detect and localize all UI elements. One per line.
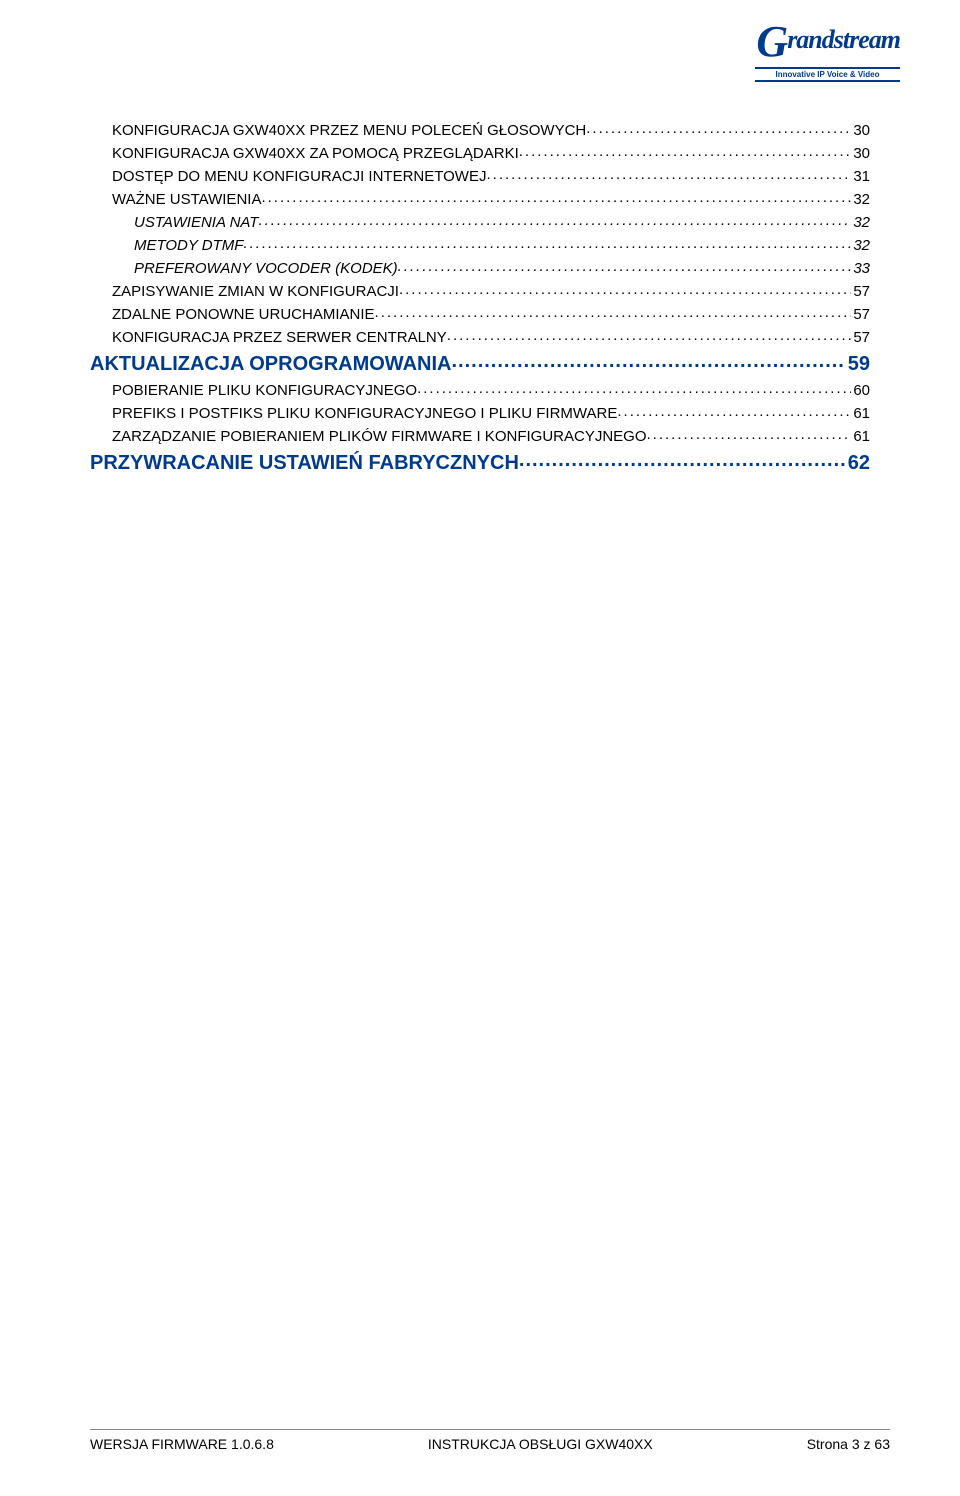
toc-entry-page: 30 bbox=[851, 122, 870, 139]
toc-entry-label: USTAWIENIA NAT bbox=[134, 214, 258, 231]
toc-entry-label: POBIERANIE PLIKU KONFIGURACYJNEGO bbox=[112, 382, 417, 399]
toc-leader-dots bbox=[375, 304, 852, 319]
toc-entry-label: KONFIGURACJA GXW40XX ZA POMOCĄ PRZEGLĄDA… bbox=[112, 145, 519, 162]
toc-entry-page: 57 bbox=[851, 329, 870, 346]
toc-entry[interactable]: AKTUALIZACJA OPROGRAMOWANIA 59 bbox=[90, 350, 870, 376]
toc-entry-page: 60 bbox=[851, 382, 870, 399]
footer-rule bbox=[90, 1429, 890, 1430]
toc-leader-dots bbox=[586, 120, 851, 135]
toc-leader-dots bbox=[243, 235, 851, 250]
toc-entry-label: KONFIGURACJA PRZEZ SERWER CENTRALNY bbox=[112, 329, 447, 346]
toc-entry-label: PREFEROWANY VOCODER (KODEK) bbox=[134, 260, 398, 277]
page-footer: WERSJA FIRMWARE 1.0.6.8 INSTRUKCJA OBSŁU… bbox=[90, 1429, 890, 1452]
toc-entry[interactable]: WAŻNE USTAWIENIA 32 bbox=[90, 189, 870, 208]
toc-entry-page: 30 bbox=[851, 145, 870, 162]
toc-entry-page: 32 bbox=[851, 237, 870, 254]
toc-leader-dots bbox=[647, 426, 852, 441]
toc-leader-dots bbox=[617, 403, 851, 418]
toc-entry[interactable]: PREFIKS I POSTFIKS PLIKU KONFIGURACYJNEG… bbox=[90, 403, 870, 422]
toc-leader-dots bbox=[447, 327, 852, 342]
toc-entry-label: AKTUALIZACJA OPROGRAMOWANIA bbox=[90, 353, 451, 376]
footer-left: WERSJA FIRMWARE 1.0.6.8 bbox=[90, 1436, 274, 1452]
toc-entry-label: METODY DTMF bbox=[134, 237, 243, 254]
brand-logo: Grandstream Innovative IP Voice & Video bbox=[730, 20, 900, 90]
toc-entry-label: ZDALNE PONOWNE URUCHAMIANIE bbox=[112, 306, 375, 323]
toc-entry-page: 57 bbox=[851, 306, 870, 323]
logo-wordmark: Grandstream bbox=[730, 20, 900, 64]
toc-entry[interactable]: ZARZĄDZANIE POBIERANIEM PLIKÓW FIRMWARE … bbox=[90, 426, 870, 445]
toc-entry[interactable]: PRZYWRACANIE USTAWIEŃ FABRYCZNYCH 62 bbox=[90, 449, 870, 475]
toc-entry-page: 61 bbox=[851, 428, 870, 445]
toc-entry-page: 32 bbox=[851, 214, 870, 231]
toc-entry-page: 57 bbox=[851, 283, 870, 300]
toc-entry[interactable]: POBIERANIE PLIKU KONFIGURACYJNEGO 60 bbox=[90, 380, 870, 399]
toc-entry-page: 33 bbox=[851, 260, 870, 277]
toc-entry-page: 61 bbox=[851, 405, 870, 422]
toc-entry-label: WAŻNE USTAWIENIA bbox=[112, 191, 261, 208]
toc-leader-dots bbox=[398, 258, 852, 273]
toc-entry-label: DOSTĘP DO MENU KONFIGURACJI INTERNETOWEJ bbox=[112, 168, 486, 185]
toc-leader-dots bbox=[417, 380, 851, 395]
toc-entry[interactable]: DOSTĘP DO MENU KONFIGURACJI INTERNETOWEJ… bbox=[90, 166, 870, 185]
toc-entry[interactable]: ZAPISYWANIE ZMIAN W KONFIGURACJI 57 bbox=[90, 281, 870, 300]
toc-entry[interactable]: KONFIGURACJA PRZEZ SERWER CENTRALNY 57 bbox=[90, 327, 870, 346]
toc-entry-page: 62 bbox=[846, 452, 870, 475]
toc-entry-page: 32 bbox=[851, 191, 870, 208]
toc-leader-dots bbox=[451, 350, 845, 370]
footer-center: INSTRUKCJA OBSŁUGI GXW40XX bbox=[428, 1436, 653, 1452]
toc-leader-dots bbox=[258, 212, 851, 227]
toc-entry-page: 31 bbox=[851, 168, 870, 185]
toc-entry[interactable]: KONFIGURACJA GXW40XX ZA POMOCĄ PRZEGLĄDA… bbox=[90, 143, 870, 162]
toc-entry[interactable]: ZDALNE PONOWNE URUCHAMIANIE 57 bbox=[90, 304, 870, 323]
toc-entry-label: ZARZĄDZANIE POBIERANIEM PLIKÓW FIRMWARE … bbox=[112, 428, 647, 445]
table-of-contents: KONFIGURACJA GXW40XX PRZEZ MENU POLECEŃ … bbox=[90, 120, 870, 475]
toc-entry[interactable]: PREFEROWANY VOCODER (KODEK) 33 bbox=[90, 258, 870, 277]
toc-entry[interactable]: KONFIGURACJA GXW40XX PRZEZ MENU POLECEŃ … bbox=[90, 120, 870, 139]
toc-leader-dots bbox=[486, 166, 851, 181]
toc-entry-label: PREFIKS I POSTFIKS PLIKU KONFIGURACYJNEG… bbox=[112, 405, 617, 422]
toc-entry-label: PRZYWRACANIE USTAWIEŃ FABRYCZNYCH bbox=[90, 452, 519, 475]
toc-leader-dots bbox=[519, 449, 846, 469]
toc-entry[interactable]: METODY DTMF 32 bbox=[90, 235, 870, 254]
toc-entry[interactable]: USTAWIENIA NAT 32 bbox=[90, 212, 870, 231]
toc-leader-dots bbox=[261, 189, 851, 204]
toc-leader-dots bbox=[399, 281, 851, 296]
logo-tagline: Innovative IP Voice & Video bbox=[755, 67, 900, 82]
toc-entry-label: KONFIGURACJA GXW40XX PRZEZ MENU POLECEŃ … bbox=[112, 122, 586, 139]
footer-right: Strona 3 z 63 bbox=[807, 1436, 890, 1452]
toc-leader-dots bbox=[519, 143, 852, 158]
toc-entry-label: ZAPISYWANIE ZMIAN W KONFIGURACJI bbox=[112, 283, 399, 300]
toc-entry-page: 59 bbox=[846, 353, 870, 376]
footer-row: WERSJA FIRMWARE 1.0.6.8 INSTRUKCJA OBSŁU… bbox=[90, 1436, 890, 1452]
